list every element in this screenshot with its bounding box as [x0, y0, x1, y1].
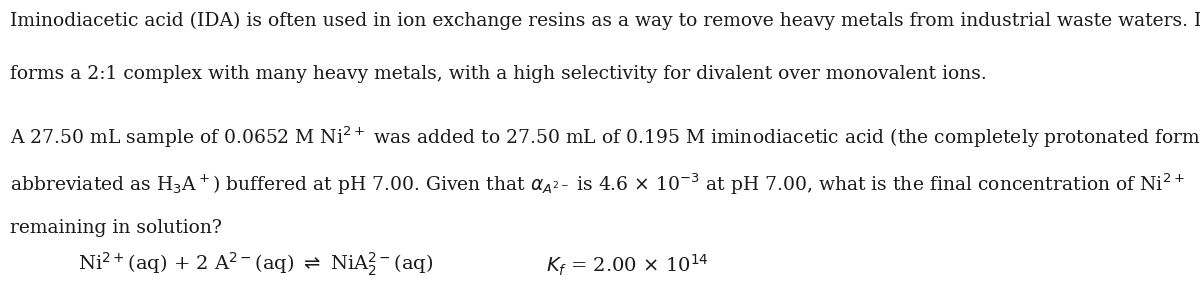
Text: A 27.50 mL sample of 0.0652 M Ni$^{2+}$ was added to 27.50 mL of 0.195 M iminodi: A 27.50 mL sample of 0.0652 M Ni$^{2+}$ … — [10, 124, 1200, 150]
Text: abbreviated as H$_3$A$^+$) buffered at pH 7.00. Given that $\alpha_{A^{2-}}$ is : abbreviated as H$_3$A$^+$) buffered at p… — [10, 172, 1184, 197]
Text: remaining in solution?: remaining in solution? — [10, 219, 222, 237]
Text: $K_f$ = 2.00 $\times$ 10$^{14}$: $K_f$ = 2.00 $\times$ 10$^{14}$ — [546, 253, 708, 278]
Text: Iminodiacetic acid (IDA) is often used in ion exchange resins as a way to remove: Iminodiacetic acid (IDA) is often used i… — [10, 12, 1200, 30]
Text: Ni$^{2+}$(aq) + 2 A$^{2-}$(aq) $\rightleftharpoons$ NiA$_2^{2-}$(aq): Ni$^{2+}$(aq) + 2 A$^{2-}$(aq) $\rightle… — [78, 251, 433, 278]
Text: forms a 2:1 complex with many heavy metals, with a high selectivity for divalent: forms a 2:1 complex with many heavy meta… — [10, 65, 986, 83]
